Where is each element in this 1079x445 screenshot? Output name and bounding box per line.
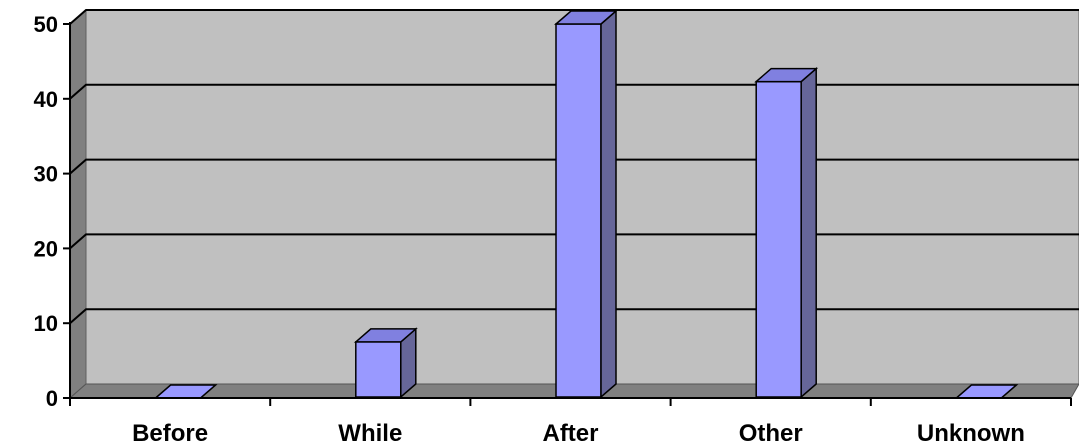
gridline-40 — [69, 83, 1079, 100]
y-tick-label: 20 — [34, 236, 58, 261]
bar-front — [555, 23, 602, 398]
bar-other — [754, 66, 819, 399]
y-tick-label: 40 — [34, 87, 58, 112]
x-tick-label-unknown: Unknown — [917, 420, 1025, 445]
y-tick-label: 10 — [34, 311, 58, 336]
bar-while — [353, 327, 418, 399]
bars — [153, 9, 1019, 399]
bar-side — [800, 66, 817, 399]
gridline-30 — [69, 158, 1079, 175]
gridline-10 — [69, 308, 1079, 324]
bar-front — [355, 341, 402, 398]
bar-top — [353, 328, 418, 343]
x-tick-label-after: After — [542, 420, 598, 445]
y-tick-labels: 0 10 20 30 40 50 — [34, 12, 58, 411]
gridline-50 — [69, 9, 1079, 25]
x-tick-label-while: While — [338, 420, 402, 445]
gridlines — [69, 9, 1079, 324]
chart-side-wall — [69, 8, 87, 400]
bar-after — [553, 9, 619, 399]
y-tick-label: 50 — [34, 12, 58, 37]
x-tick-label-before: Before — [132, 420, 208, 445]
x-tick-label-other: Other — [739, 420, 803, 445]
axes — [63, 22, 1072, 406]
y-tick-label: 30 — [34, 162, 58, 187]
x-tick-labels: Before While After Other Unknown — [132, 420, 1025, 445]
gridline-20 — [69, 233, 1079, 250]
bar-front — [755, 80, 802, 398]
bar-top — [754, 67, 819, 83]
y-tick-label: 0 — [46, 386, 58, 411]
bar-top — [553, 10, 619, 25]
bar-side — [600, 9, 617, 399]
